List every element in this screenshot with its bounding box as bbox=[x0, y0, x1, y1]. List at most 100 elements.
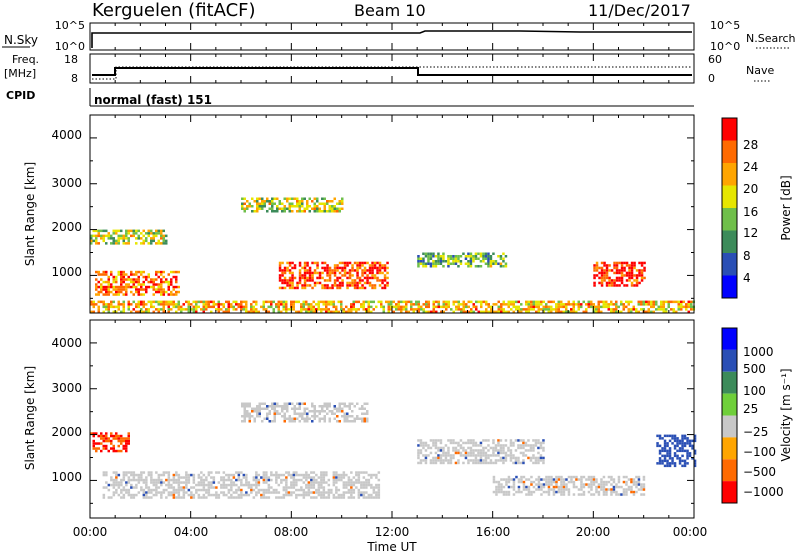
power-cell bbox=[497, 262, 500, 265]
power-cell bbox=[107, 308, 110, 311]
velocity-cell bbox=[567, 480, 571, 484]
velocity-cell bbox=[102, 437, 105, 440]
velocity-cell bbox=[661, 437, 664, 440]
velocity-cell bbox=[444, 459, 448, 462]
power-cell bbox=[107, 280, 110, 284]
power-cell bbox=[288, 207, 291, 210]
velocity-cell bbox=[105, 432, 108, 435]
velocity-cell bbox=[328, 410, 331, 413]
power-cell bbox=[365, 310, 368, 314]
power-cell bbox=[392, 305, 395, 309]
power-cell bbox=[227, 310, 230, 314]
power-cell bbox=[318, 210, 321, 213]
power-cell bbox=[270, 305, 273, 309]
velocity-cell bbox=[681, 464, 684, 468]
power-cell bbox=[550, 300, 553, 304]
power-cell bbox=[170, 283, 173, 286]
velocity-cell bbox=[495, 485, 498, 489]
velocity-cell bbox=[222, 471, 226, 474]
velocity-cell bbox=[517, 459, 520, 462]
velocity-cell bbox=[529, 449, 533, 452]
velocity-cell bbox=[429, 461, 433, 465]
power-cell bbox=[623, 274, 626, 277]
power-cell bbox=[130, 290, 133, 294]
power-cell bbox=[268, 200, 271, 203]
power-cell bbox=[382, 308, 385, 311]
power-cell bbox=[545, 308, 548, 311]
power-cell bbox=[137, 229, 140, 233]
velocity-cell bbox=[125, 437, 128, 440]
power-cell bbox=[667, 303, 670, 306]
power-cell bbox=[130, 280, 133, 284]
velocity-cell bbox=[605, 488, 608, 491]
power-cell bbox=[351, 264, 354, 267]
velocity-cell bbox=[365, 486, 368, 489]
power-cell bbox=[652, 305, 655, 309]
power-cell bbox=[348, 269, 352, 272]
power-cell bbox=[593, 284, 596, 287]
velocity-cell bbox=[494, 461, 498, 465]
power-cell bbox=[386, 266, 389, 270]
velocity-cell bbox=[492, 490, 496, 494]
velocity-cell bbox=[243, 405, 246, 408]
velocity-cell bbox=[577, 488, 581, 491]
power-cell bbox=[273, 197, 276, 200]
power-cell bbox=[502, 308, 505, 311]
power-cell bbox=[132, 232, 135, 235]
power-cell bbox=[105, 305, 108, 309]
velocity-cell bbox=[590, 480, 593, 484]
velocity-cell bbox=[622, 493, 626, 496]
velocity-cell bbox=[275, 496, 278, 499]
power-cell bbox=[135, 305, 138, 309]
power-cell bbox=[610, 310, 613, 314]
velocity-cell bbox=[469, 446, 473, 450]
velocity-cell bbox=[668, 449, 672, 453]
power-cell bbox=[343, 261, 347, 265]
power-cell bbox=[507, 300, 510, 304]
velocity-cell bbox=[240, 471, 243, 474]
velocity-cell bbox=[439, 456, 443, 460]
velocity-cell bbox=[424, 444, 428, 447]
power-cell bbox=[242, 305, 245, 309]
velocity-cell bbox=[160, 478, 163, 482]
power-cell bbox=[480, 310, 483, 314]
velocity-cell bbox=[335, 496, 338, 499]
power-cell bbox=[261, 197, 264, 200]
power-cell bbox=[112, 278, 115, 281]
velocity-cell bbox=[532, 446, 535, 450]
velocity-cell bbox=[117, 444, 120, 448]
power-cell bbox=[258, 197, 261, 200]
power-cell bbox=[640, 300, 643, 304]
velocity-cell bbox=[243, 410, 246, 413]
power-cell bbox=[474, 265, 478, 268]
velocity-colorbar-segment bbox=[722, 481, 737, 503]
velocity-ytick-1000: 1000 bbox=[51, 470, 82, 484]
velocity-cell bbox=[240, 491, 243, 494]
power-cell bbox=[165, 290, 168, 294]
power-cell bbox=[575, 303, 578, 306]
velocity-cell bbox=[469, 441, 473, 445]
velocity-cell bbox=[666, 454, 669, 458]
power-cell bbox=[281, 210, 284, 213]
power-cell bbox=[665, 300, 668, 304]
power-cell bbox=[628, 271, 631, 275]
power-cell bbox=[162, 229, 165, 233]
power-cell bbox=[361, 284, 364, 287]
velocity-cell bbox=[547, 475, 551, 479]
velocity-cell bbox=[482, 439, 485, 442]
power-cell bbox=[270, 300, 273, 304]
velocity-cell bbox=[107, 483, 111, 487]
velocity-cell bbox=[280, 496, 283, 499]
velocity-cell bbox=[499, 439, 503, 442]
power-cell bbox=[515, 308, 518, 311]
power-cell bbox=[142, 288, 145, 291]
velocity-cell bbox=[310, 486, 313, 489]
power-cell bbox=[472, 310, 475, 314]
velocity-cell bbox=[290, 476, 293, 479]
power-cell bbox=[472, 257, 475, 260]
velocity-cell bbox=[246, 410, 249, 413]
power-cell bbox=[326, 200, 329, 203]
velocity-cell bbox=[592, 475, 596, 479]
velocity-cell bbox=[217, 496, 221, 499]
velocity-cell bbox=[318, 420, 321, 423]
